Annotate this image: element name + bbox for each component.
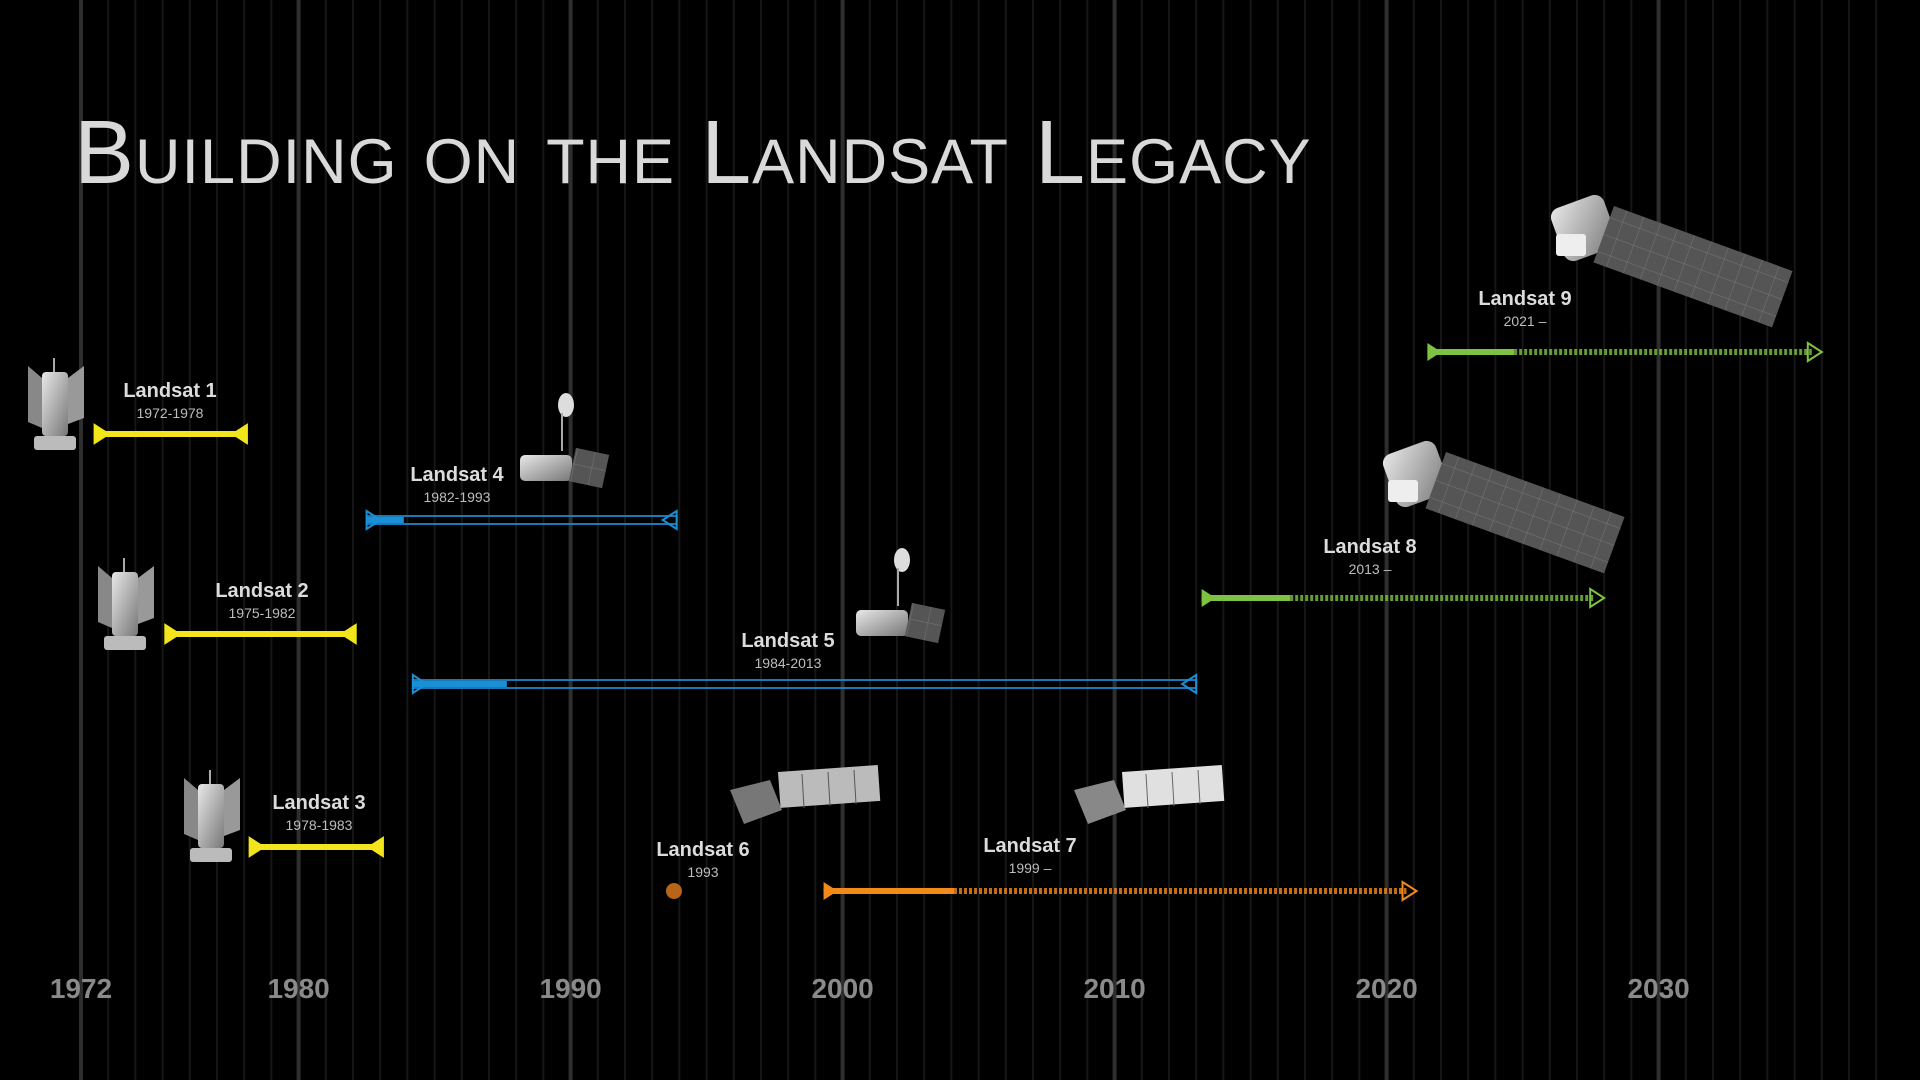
mission-name: Landsat 5 [741, 630, 834, 652]
mission-name: Landsat 9 [1478, 288, 1571, 310]
year-tick-label: 2010 [1083, 973, 1145, 1004]
mission-end-cap [1180, 673, 1198, 695]
mission-name: Landsat 1 [123, 380, 216, 402]
year-tick-label: 1980 [267, 973, 329, 1004]
landsat-9-satellite-icon [1550, 194, 1793, 328]
mission-years: 2013 – [1349, 561, 1392, 577]
landsat-4-satellite-icon [520, 393, 610, 489]
mission-landsat-4: Landsat 4 1982-1993 [365, 464, 678, 531]
mission-landsat-5: Landsat 5 1984-2013 [411, 630, 1198, 695]
mission-start-cap [1427, 343, 1442, 361]
mission-landsat-1: Landsat 1 1972-1978 [93, 380, 248, 445]
mission-start-cap [1201, 589, 1216, 607]
year-tick-label: 1990 [539, 973, 601, 1004]
landsat-7-satellite-icon [1074, 765, 1225, 824]
mission-start-cap [823, 882, 838, 900]
mission-years: 1975-1982 [229, 605, 296, 621]
year-tick-label: 2000 [811, 973, 873, 1004]
mission-years: 1982-1993 [424, 489, 491, 505]
landsat-5-satellite-icon [856, 548, 946, 644]
mission-years: 2021 – [1504, 313, 1547, 329]
mission-start-cap [164, 623, 182, 645]
year-axis: 1972 1980 1990 2000 2010 2020 2030 [50, 973, 1690, 1004]
mission-years: 1993 [687, 864, 718, 880]
mission-landsat-3: Landsat 3 1978-1983 [248, 792, 384, 858]
mission-arrow [1806, 341, 1824, 363]
year-tick-label: 2020 [1355, 973, 1417, 1004]
mission-end-cap [367, 836, 384, 858]
mission-start-cap [411, 673, 429, 695]
mission-end-cap [660, 509, 678, 531]
mission-landsat-6: Landsat 6 1993 [656, 839, 750, 899]
page-title: Building on the Landsat Legacy [74, 103, 1312, 203]
mission-name: Landsat 7 [983, 835, 1076, 857]
mission-name: Landsat 2 [215, 580, 308, 602]
mission-name: Landsat 3 [272, 792, 365, 814]
mission-years: 1978-1983 [286, 817, 353, 833]
mission-name: Landsat 6 [656, 839, 749, 861]
mission-landsat-7: Landsat 7 1999 – [823, 835, 1419, 902]
mission-years: 1999 – [1009, 860, 1052, 876]
mission-name: Landsat 8 [1323, 536, 1416, 558]
landsat-6-satellite-icon [730, 765, 881, 824]
year-tick-label: 2030 [1627, 973, 1689, 1004]
mission-start-cap [248, 836, 266, 858]
mission-arrow [1401, 880, 1419, 902]
mission-years: 1984-2013 [755, 655, 822, 671]
mission-landsat-2: Landsat 2 1975-1982 [164, 580, 357, 645]
mission-start-cap [365, 509, 383, 531]
mission-arrow [1589, 587, 1607, 609]
mission-name: Landsat 4 [410, 464, 504, 486]
mission-end-cap [231, 423, 248, 445]
mission-marker [665, 883, 682, 899]
landsat-2-satellite-icon [98, 558, 154, 650]
landsat-1-satellite-icon [28, 358, 84, 450]
mission-landsat-8: Landsat 8 2013 – [1201, 536, 1607, 609]
landsat-3-satellite-icon [184, 770, 240, 862]
mission-start-cap [93, 423, 111, 445]
year-tick-label: 1972 [50, 973, 112, 1004]
landsat-8-satellite-icon [1382, 440, 1625, 574]
mission-end-cap [339, 623, 357, 645]
mission-landsat-9: Landsat 9 2021 – [1427, 288, 1824, 363]
mission-years: 1972-1978 [137, 405, 204, 421]
year-gridlines [79, 0, 1878, 1080]
